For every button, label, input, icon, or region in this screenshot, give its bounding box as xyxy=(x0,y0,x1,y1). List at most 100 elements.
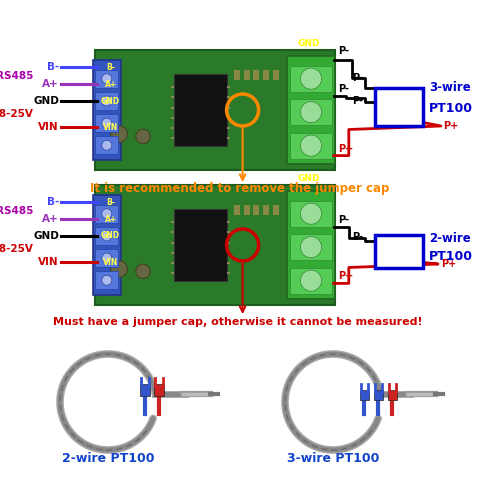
Circle shape xyxy=(136,264,150,278)
Text: B-: B- xyxy=(47,62,59,72)
Bar xyxy=(227,262,230,264)
Bar xyxy=(174,209,227,281)
Circle shape xyxy=(102,96,112,106)
Bar xyxy=(171,107,174,108)
Bar xyxy=(227,96,230,98)
Text: P+: P+ xyxy=(441,259,456,269)
Bar xyxy=(234,71,240,80)
Text: PT100: PT100 xyxy=(429,102,473,115)
Circle shape xyxy=(102,140,112,150)
Circle shape xyxy=(110,126,127,143)
Bar xyxy=(253,205,259,215)
Bar xyxy=(95,114,119,132)
Text: GND: GND xyxy=(33,231,59,241)
Text: P-: P- xyxy=(352,73,363,84)
Circle shape xyxy=(300,102,322,123)
Circle shape xyxy=(102,74,112,84)
Bar xyxy=(171,262,174,264)
Bar xyxy=(375,87,423,126)
Text: A+: A+ xyxy=(42,79,59,89)
Bar xyxy=(227,127,230,129)
Circle shape xyxy=(300,203,322,224)
Circle shape xyxy=(110,261,127,277)
Bar xyxy=(171,86,174,88)
Bar xyxy=(227,86,230,88)
Text: 2-wire: 2-wire xyxy=(429,232,471,245)
Bar xyxy=(171,221,174,223)
Bar xyxy=(95,227,119,245)
Circle shape xyxy=(300,237,322,258)
Bar xyxy=(227,241,230,243)
Circle shape xyxy=(136,129,150,144)
Bar xyxy=(171,137,174,139)
Bar xyxy=(290,99,332,125)
Text: PT100: PT100 xyxy=(429,250,473,263)
Circle shape xyxy=(300,135,322,156)
Bar xyxy=(93,194,120,295)
Circle shape xyxy=(300,68,322,89)
Bar xyxy=(171,252,174,253)
Text: 3-wire: 3-wire xyxy=(429,81,471,94)
Bar xyxy=(290,66,332,92)
Bar xyxy=(290,268,332,294)
Bar xyxy=(227,252,230,253)
Bar xyxy=(234,205,240,215)
Bar xyxy=(95,92,119,110)
Text: P-: P- xyxy=(352,232,363,242)
Text: Must have a jumper cap, otherwise it cannot be measured!: Must have a jumper cap, otherwise it can… xyxy=(53,317,423,327)
Bar xyxy=(244,71,250,80)
Text: GND: GND xyxy=(101,96,120,106)
Bar xyxy=(171,127,174,129)
Bar xyxy=(290,132,332,158)
Bar xyxy=(154,384,164,396)
Bar xyxy=(95,271,119,289)
Text: GND: GND xyxy=(101,231,120,240)
Text: A+: A+ xyxy=(42,214,59,224)
Bar xyxy=(374,390,383,400)
Bar xyxy=(253,71,259,80)
Text: RS485: RS485 xyxy=(0,71,33,81)
Bar xyxy=(244,205,250,215)
Bar xyxy=(93,60,120,160)
Bar xyxy=(388,390,397,400)
Bar xyxy=(227,137,230,139)
Text: 2-wire PT100: 2-wire PT100 xyxy=(62,452,154,465)
Text: VIN: VIN xyxy=(38,122,59,132)
Text: P+: P+ xyxy=(338,271,353,281)
Text: RS485: RS485 xyxy=(0,206,33,216)
Bar xyxy=(290,201,332,227)
Text: VIN: VIN xyxy=(103,258,118,267)
Bar xyxy=(95,185,335,305)
Circle shape xyxy=(102,231,112,241)
Bar xyxy=(95,50,335,170)
Text: VIN: VIN xyxy=(38,257,59,267)
Bar xyxy=(273,205,278,215)
Circle shape xyxy=(102,118,112,128)
Text: P+: P+ xyxy=(443,121,458,131)
Bar xyxy=(174,74,227,146)
Text: B-: B- xyxy=(106,198,115,207)
Bar xyxy=(273,71,278,80)
Text: A+: A+ xyxy=(105,80,117,89)
Text: P-: P- xyxy=(338,215,349,225)
Bar xyxy=(287,191,335,299)
Bar xyxy=(227,221,230,223)
Circle shape xyxy=(102,276,112,285)
Text: P+: P+ xyxy=(338,144,353,154)
Text: DC 8-25V: DC 8-25V xyxy=(0,108,33,119)
Bar xyxy=(171,96,174,98)
Circle shape xyxy=(102,253,112,263)
Bar xyxy=(171,272,174,274)
Bar xyxy=(227,117,230,119)
Bar xyxy=(263,205,269,215)
Text: P-: P- xyxy=(338,84,349,94)
Circle shape xyxy=(300,270,322,291)
Text: VIN: VIN xyxy=(103,123,118,132)
Bar xyxy=(375,235,423,267)
Bar xyxy=(95,204,119,223)
Circle shape xyxy=(102,209,112,219)
Text: B-: B- xyxy=(106,63,115,72)
Bar xyxy=(360,390,369,400)
Bar xyxy=(227,272,230,274)
Bar xyxy=(95,70,119,88)
